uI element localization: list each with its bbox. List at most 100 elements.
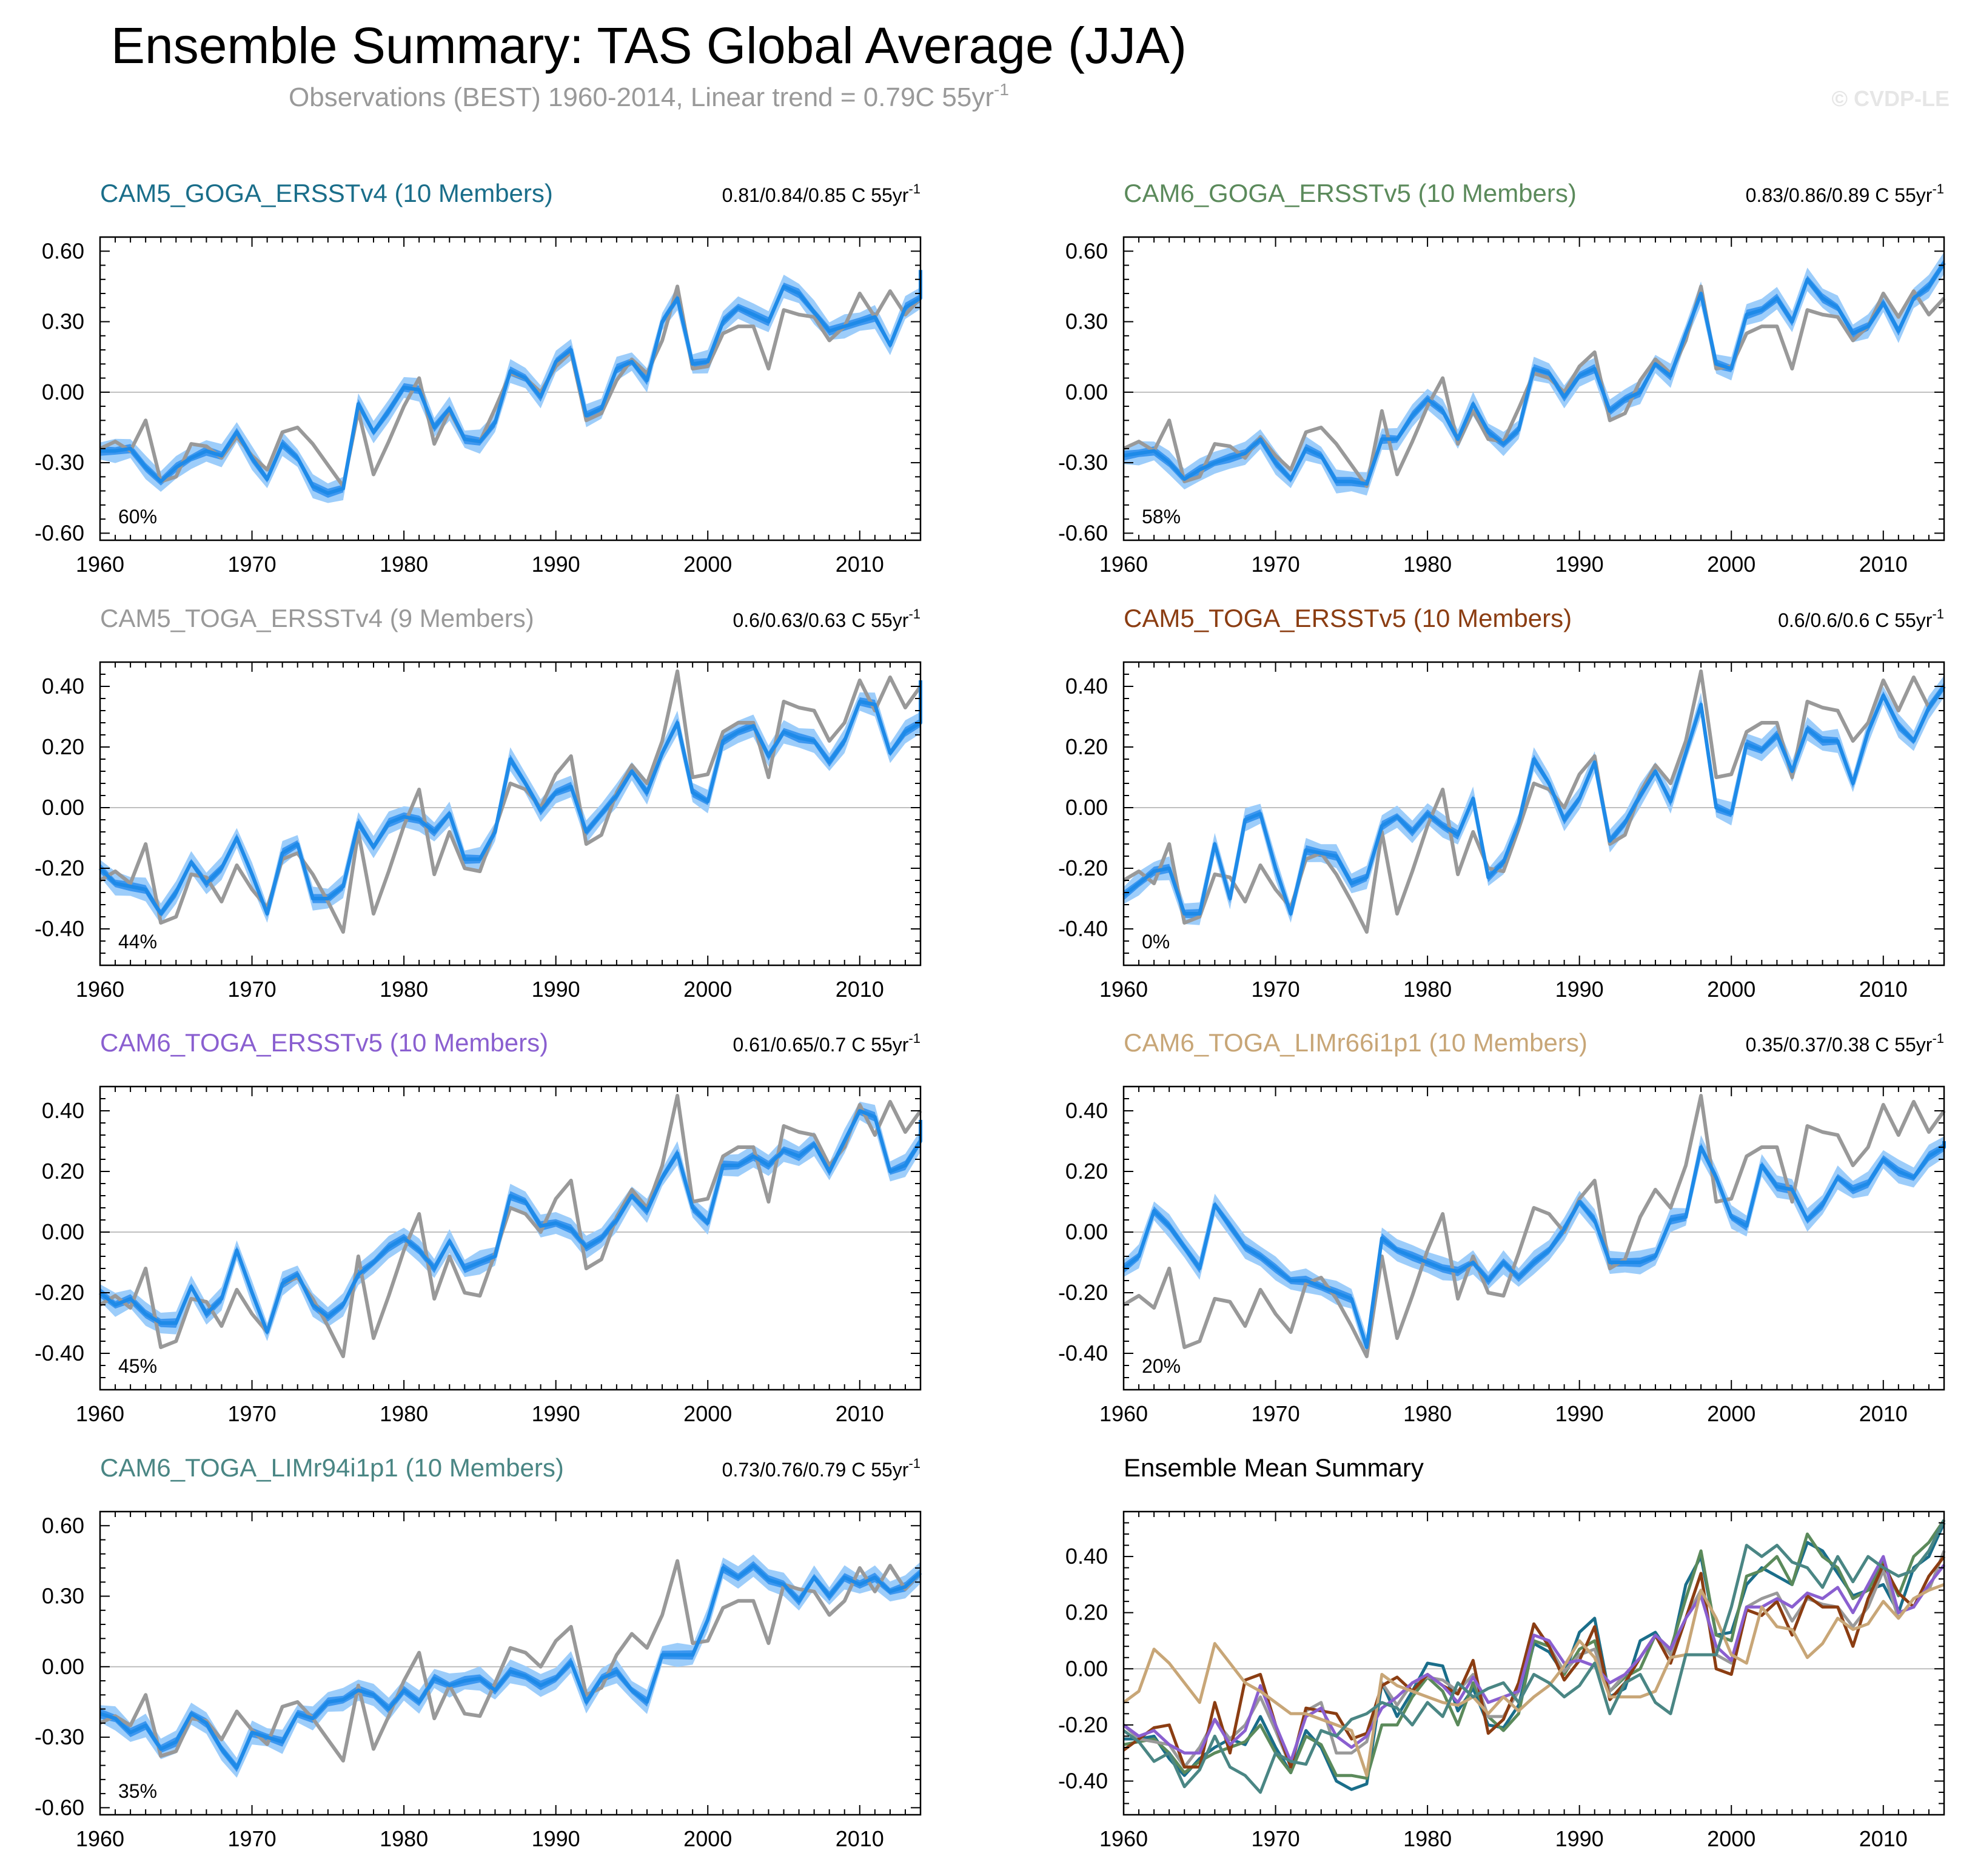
ensemble-spread-outer [100,259,920,503]
panel-percent: 58% [1142,506,1181,528]
panel-trend: 0.35/0.37/0.38 C 55yr-1 [1746,1031,1944,1056]
x-tick-label: 2000 [1707,977,1755,1002]
ensemble-spread-inner [100,1561,920,1772]
y-tick-label: -0.30 [1058,450,1108,475]
panel-trend: 0.6/0.6/0.6 C 55yr-1 [1778,606,1944,631]
ensemble-mean-line [99,1564,922,1770]
y-tick-label: 0.00 [42,795,84,820]
y-tick-label: 0.60 [1065,238,1108,263]
x-tick-label: 1990 [532,977,580,1002]
ensemble-spread-outer [100,1101,920,1341]
y-tick-label: 0.60 [42,1513,84,1538]
observations-line [1122,669,1946,934]
x-tick-label: 2010 [836,1401,884,1426]
x-tick-label: 1990 [1555,977,1604,1002]
panel-title: CAM5_GOGA_ERSSTv4 (10 Members) [100,179,553,207]
plot-frame [1122,1510,1945,1816]
y-tick-label: 0.40 [1065,1544,1108,1569]
x-tick-label: 1960 [1099,1401,1148,1426]
panel-title: CAM6_TOGA_ERSSTv5 (10 Members) [100,1028,548,1057]
y-tick-label: -0.60 [1058,520,1108,545]
panel-percent: 45% [118,1355,157,1377]
x-tick-label: 1990 [1555,552,1604,577]
y-tick-label: -0.40 [1058,1341,1108,1365]
panel-cam5_toga_ersstv4: CAM5_TOGA_ERSSTv4 (9 Members) 0.6/0.63/0.… [35,604,922,1002]
panel-cam6_toga_limr94i1p1: CAM6_TOGA_LIMr94i1p1 (10 Members) 0.73/0.… [35,1453,922,1851]
x-tick-label: 1970 [1252,977,1300,1002]
x-tick-label: 1970 [228,552,277,577]
panel-title: CAM5_TOGA_ERSSTv4 (9 Members) [100,604,534,632]
x-tick-label: 2000 [1707,1826,1755,1851]
y-tick-label: -0.20 [1058,856,1108,880]
y-tick-label: 0.00 [1065,380,1108,404]
x-tick-label: 2010 [836,1826,884,1851]
series-line-cam6_toga_limr94i1p1 [1122,1519,1946,1794]
observations-line [1122,1094,1946,1358]
x-tick-label: 1990 [1555,1401,1604,1426]
panel-title: Ensemble Mean Summary [1124,1453,1424,1482]
y-tick-label: 0.00 [1065,795,1108,820]
x-tick-label: 2000 [683,1826,732,1851]
ensemble-mean-line [99,1109,922,1334]
series-line-cam6_toga_limr66i1p1 [1122,1583,1945,1777]
y-tick-label: 0.20 [1065,1159,1108,1184]
x-tick-label: 1980 [380,1401,428,1426]
panel-cam5_toga_ersstv5: CAM5_TOGA_ERSSTv5 (10 Members) 0.6/0.6/0.… [1058,604,1946,1002]
panel-title: CAM5_TOGA_ERSSTv5 (10 Members) [1124,604,1572,632]
y-tick-label: -0.40 [35,1341,84,1365]
x-tick-label: 2010 [1859,552,1908,577]
panel-trend: 0.81/0.84/0.85 C 55yr-1 [722,181,920,206]
observations-line [99,669,922,934]
panel-trend: 0.73/0.76/0.79 C 55yr-1 [722,1456,920,1481]
plot-frame [1122,236,1945,541]
panel-title: CAM6_TOGA_LIMr66i1p1 (10 Members) [1124,1028,1588,1057]
x-tick-label: 2000 [1707,1401,1755,1426]
x-tick-label: 2000 [683,1401,732,1426]
y-tick-label: 0.20 [42,734,84,759]
y-tick-label: -0.60 [35,1795,84,1820]
ensemble-mean-line [1122,1141,1946,1349]
x-tick-label: 1960 [76,552,124,577]
y-tick-label: -0.60 [35,520,84,545]
y-tick-label: -0.30 [35,450,84,475]
panel-percent: 20% [1142,1355,1181,1377]
x-tick-label: 1970 [228,977,277,1002]
x-tick-label: 1970 [1252,552,1300,577]
y-tick-label: -0.20 [1058,1280,1108,1305]
copyright-label: © CVDP-LE [1831,86,1950,111]
y-tick-label: 0.40 [1065,674,1108,698]
y-tick-label: -0.40 [1058,1768,1108,1793]
panel-trend: 0.61/0.65/0.7 C 55yr-1 [733,1031,920,1056]
x-tick-label: 2000 [1707,552,1755,577]
x-tick-label: 1980 [1403,552,1452,577]
panels-container: CAM5_GOGA_ERSSTv4 (10 Members) 0.81/0.84/… [35,179,1946,1851]
ensemble-spread-inner [1124,682,1944,919]
panel-title: CAM6_TOGA_LIMr94i1p1 (10 Members) [100,1453,564,1482]
x-tick-label: 1960 [76,977,124,1002]
x-tick-label: 1970 [228,1826,277,1851]
y-tick-label: 0.00 [42,380,84,404]
x-tick-label: 1980 [380,1826,428,1851]
y-tick-label: 0.40 [42,1098,84,1123]
panel-cam6_goga_ersstv5: CAM6_GOGA_ERSSTv5 (10 Members) 0.83/0.86/… [1058,179,1946,577]
panel-title: CAM6_GOGA_ERSSTv5 (10 Members) [1124,179,1577,207]
y-tick-label: 0.20 [1065,734,1108,759]
y-tick-label: 0.20 [42,1159,84,1184]
x-tick-label: 2010 [1859,1401,1908,1426]
x-tick-label: 1980 [380,977,428,1002]
x-tick-label: 2010 [1859,1826,1908,1851]
y-tick-label: -0.20 [35,856,84,880]
series-line-cam6_toga_ersstv5 [1122,1555,1945,1763]
x-tick-label: 1990 [532,1401,580,1426]
x-tick-label: 1980 [1403,1826,1452,1851]
x-tick-label: 1960 [1099,552,1148,577]
y-tick-label: -0.40 [1058,916,1108,941]
plot-frame [99,236,922,541]
series-line-cam5_goga_ersstv4 [1124,1522,1946,1791]
y-tick-label: 0.00 [42,1219,84,1244]
y-tick-label: 0.30 [42,1584,84,1609]
ensemble-spread-outer [100,1554,920,1778]
x-tick-label: 2000 [683,977,732,1002]
x-tick-label: 1980 [380,552,428,577]
